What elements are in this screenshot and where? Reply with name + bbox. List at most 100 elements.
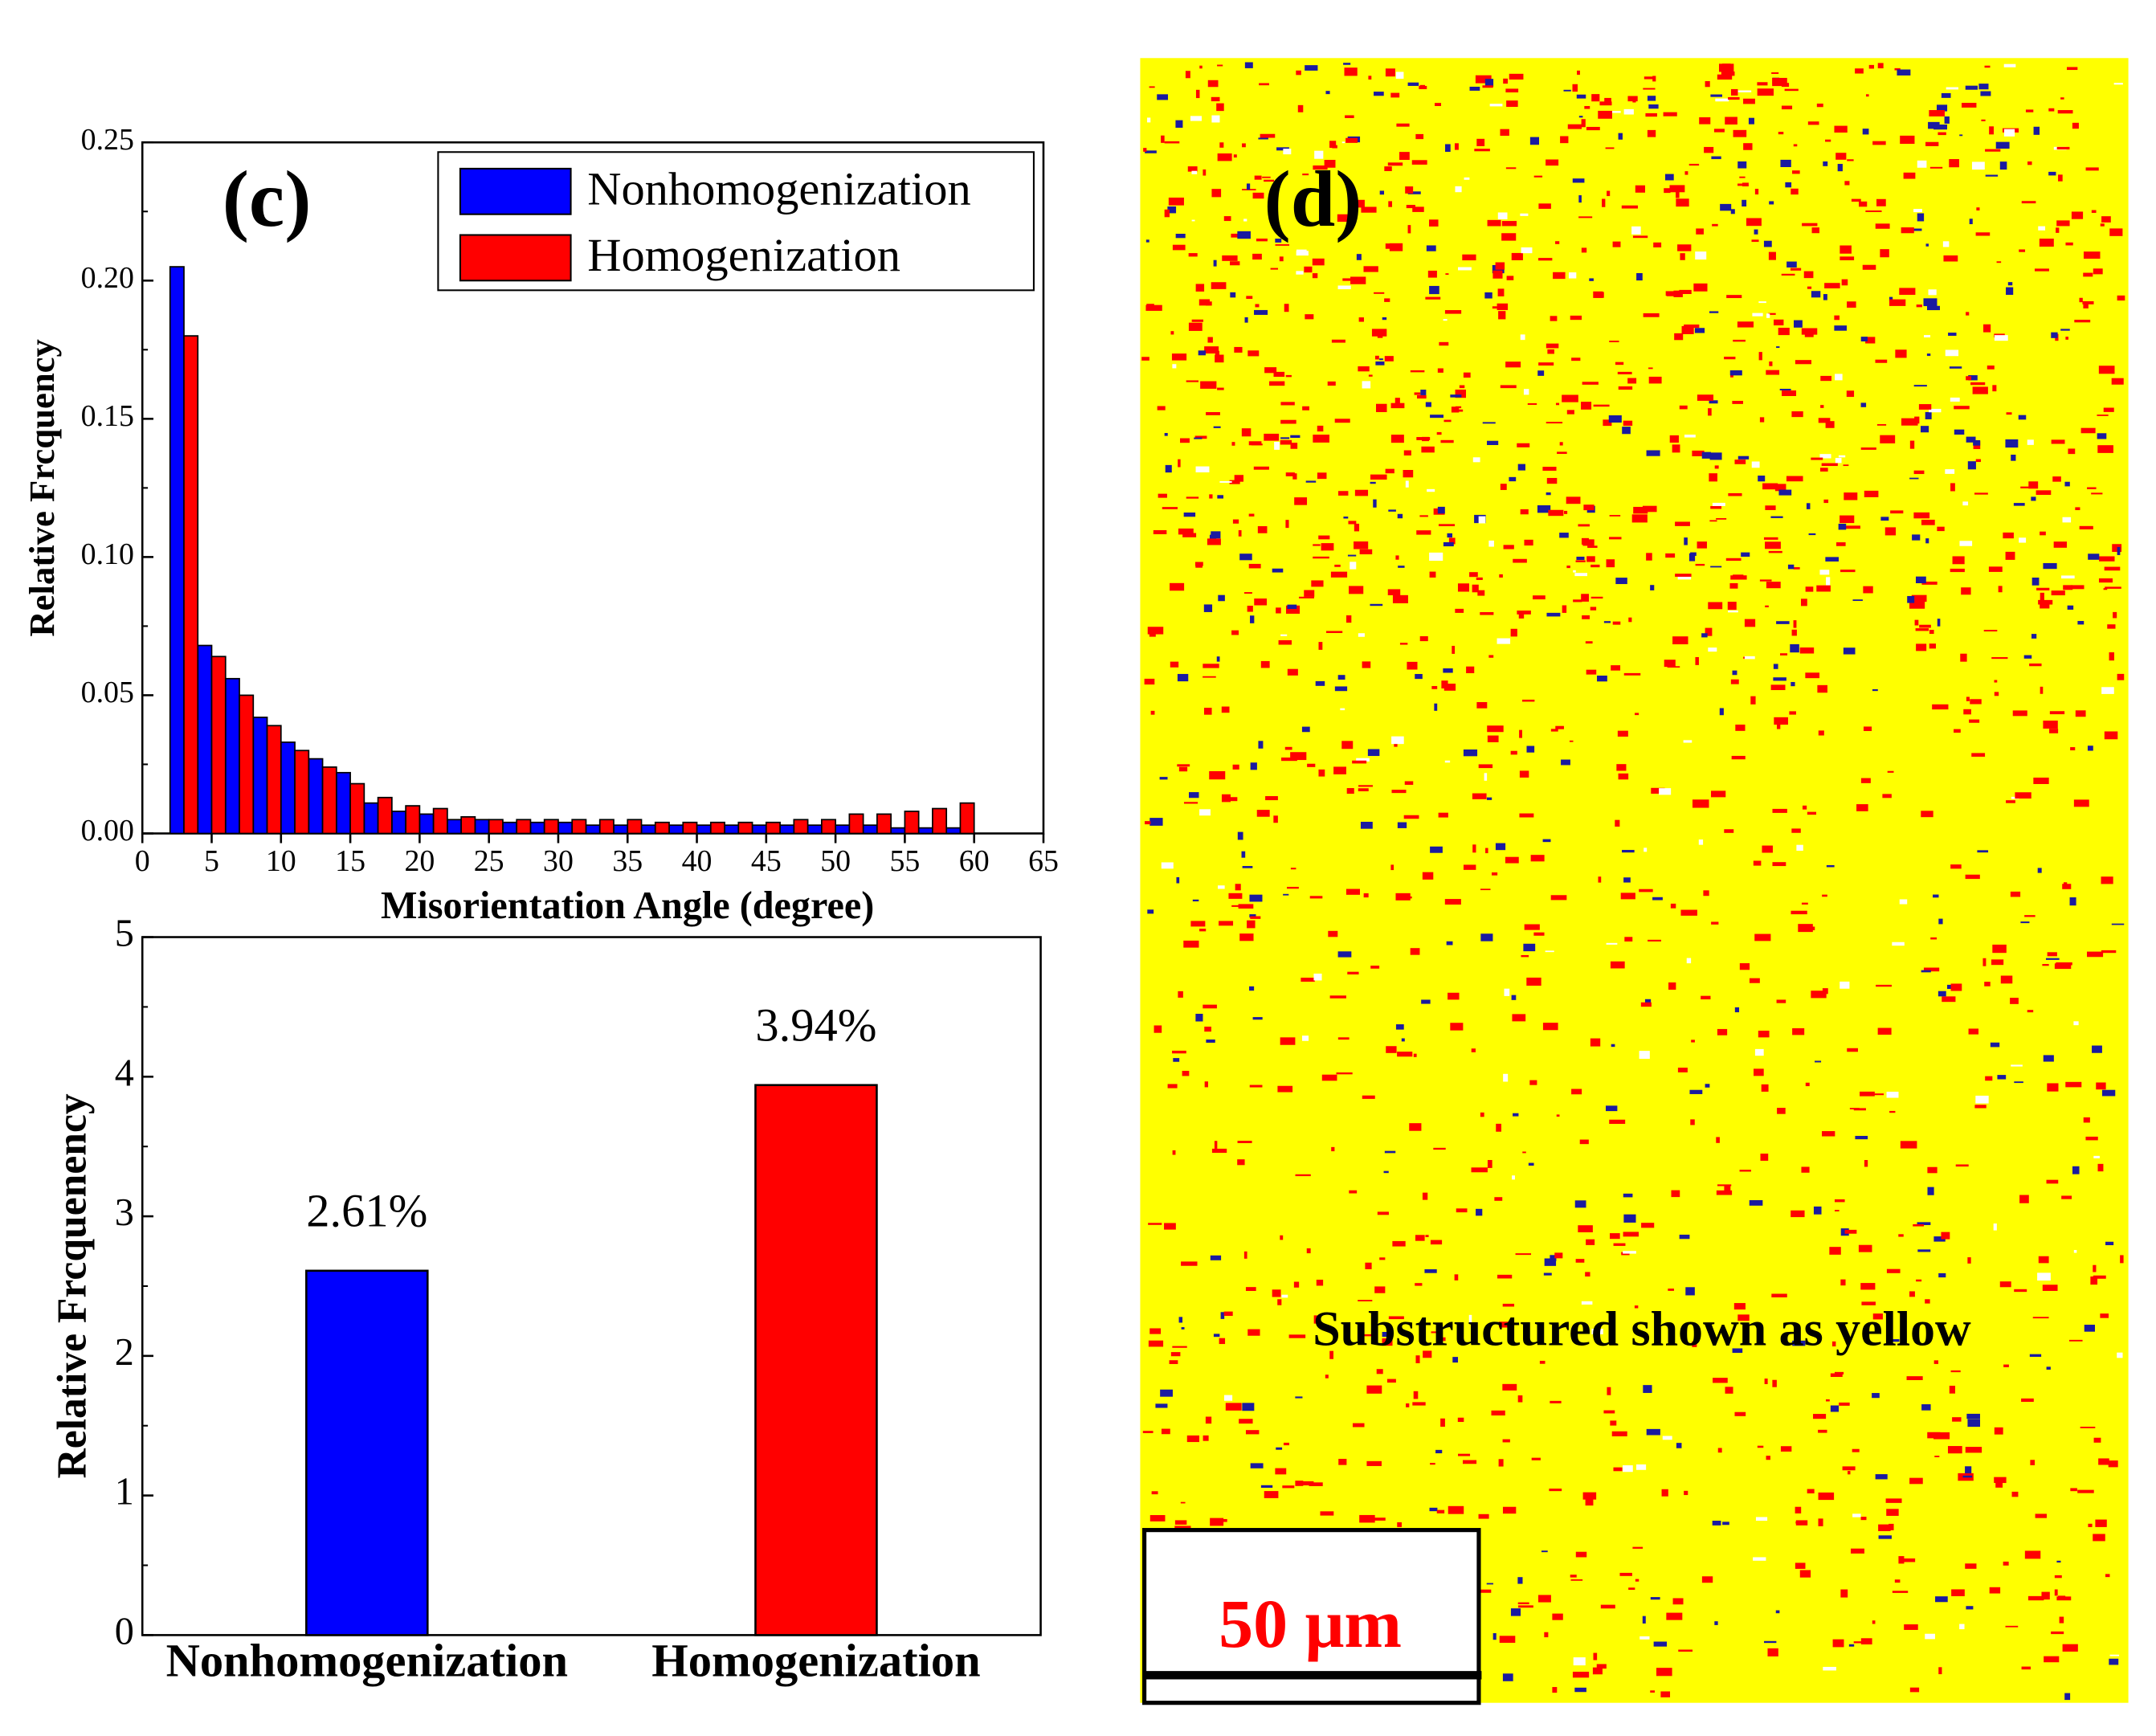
grain (1960, 653, 1967, 662)
grain (1541, 1550, 1548, 1553)
grain (1674, 333, 1684, 341)
grain (1582, 382, 1599, 385)
grain (1774, 717, 1788, 725)
grain (1487, 1160, 1492, 1168)
grain (1581, 247, 1587, 253)
grain (1398, 896, 1412, 899)
grain (1314, 150, 1324, 159)
grain (1923, 298, 1938, 307)
grain (1949, 1385, 1955, 1394)
grain (1635, 713, 1639, 716)
grain (1171, 353, 1187, 361)
grain (2098, 578, 2113, 583)
grain (1693, 283, 1708, 292)
grain (1258, 137, 1268, 140)
grain (1386, 1046, 1397, 1053)
grain (1198, 299, 1211, 306)
grain (1701, 995, 1711, 1000)
grain (1374, 292, 1385, 294)
grain (2105, 1241, 2114, 1246)
grain (1573, 599, 1582, 602)
grain (2101, 876, 2113, 884)
grain (1697, 394, 1714, 401)
grain (2056, 1560, 2061, 1563)
grain (1932, 704, 1949, 710)
grain (1950, 1370, 1961, 1373)
grain (1662, 1436, 1672, 1440)
grain (1437, 368, 1443, 373)
grain (1533, 932, 1545, 936)
grain (1287, 604, 1297, 610)
bar (210, 656, 227, 835)
grain (1926, 305, 1940, 311)
grain (1820, 405, 1824, 408)
grain (1835, 1210, 1840, 1211)
grain (1485, 848, 1488, 854)
grain (1345, 115, 1354, 118)
grain (2093, 1534, 2105, 1542)
grain (1531, 1457, 1541, 1460)
grain (1865, 210, 1882, 213)
grain (1487, 735, 1499, 742)
grain (2027, 1010, 2034, 1013)
grain (1309, 1482, 1323, 1486)
grain (1186, 496, 1199, 499)
grain (1563, 89, 1571, 92)
grain (1254, 598, 1268, 606)
grain (1860, 1517, 1867, 1521)
grain (2093, 268, 2103, 275)
grain (1784, 88, 1799, 92)
grain (1886, 1509, 1899, 1516)
grain (1785, 182, 1792, 188)
grain (1503, 78, 1509, 84)
grain (1376, 1369, 1383, 1375)
grain (1762, 845, 1773, 853)
grain (1237, 1159, 1245, 1166)
grain (1203, 604, 1213, 612)
grain (2087, 745, 2093, 751)
grain (1586, 669, 1597, 675)
grain (1597, 676, 1607, 682)
grain (1555, 402, 1560, 406)
grain (1861, 1301, 1876, 1305)
grain (1293, 1281, 1300, 1288)
grain (1280, 419, 1296, 424)
grain (1429, 285, 1439, 295)
grain (1582, 539, 1595, 546)
grain (1742, 199, 1747, 207)
grain (1627, 378, 1637, 384)
grain (1181, 1261, 1198, 1266)
grain (1341, 141, 1345, 144)
grain (1925, 538, 1929, 544)
grain (1877, 63, 1884, 69)
grain (1282, 1485, 1295, 1489)
grain (1526, 977, 1541, 986)
grain (1280, 402, 1295, 406)
grain (2111, 378, 2124, 385)
grain (2051, 1631, 2064, 1635)
grain (1182, 533, 1197, 537)
bar (640, 824, 656, 835)
grain (1219, 1338, 1226, 1345)
grain (1315, 680, 1325, 686)
grain (1697, 541, 1707, 549)
grain (1548, 509, 1564, 517)
grain (2019, 1195, 2029, 1203)
grain (1856, 804, 1868, 811)
grain (1758, 1031, 1770, 1038)
grain (1281, 1294, 1288, 1298)
grain (1770, 516, 1783, 518)
grain (1190, 921, 1206, 927)
grain (1502, 1506, 1517, 1514)
grain (1538, 258, 1553, 261)
grain (1495, 843, 1506, 851)
grain (1937, 526, 1945, 532)
grain (1618, 133, 1623, 140)
bar (460, 815, 476, 835)
grain (2031, 577, 2040, 586)
grain (1743, 98, 1755, 104)
grain (1538, 1595, 1551, 1603)
grain (1395, 555, 1399, 560)
grain (1556, 1114, 1560, 1117)
grain (1429, 219, 1439, 227)
